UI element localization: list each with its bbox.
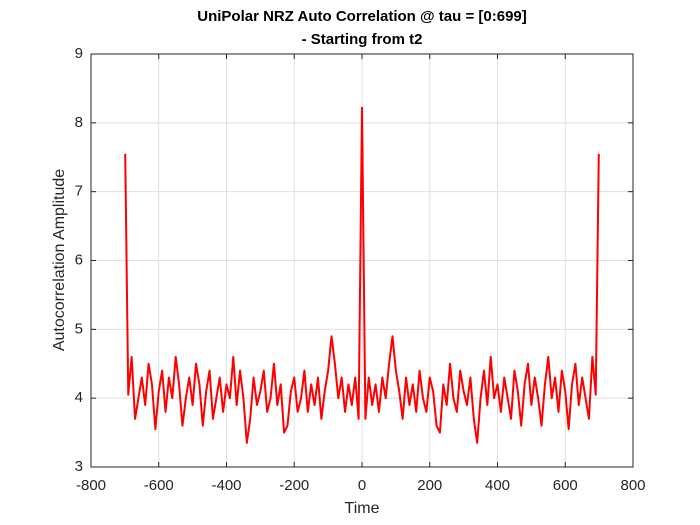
x-axis-label: Time	[345, 500, 380, 517]
chart-title: UniPolar NRZ Auto Correlation @ tau = [0…	[197, 8, 527, 25]
y-tick-label: 7	[75, 183, 83, 200]
data-line	[124, 106, 600, 444]
y-tick-label: 6	[75, 251, 83, 268]
x-tick-label: -600	[144, 477, 174, 494]
y-tick-label: 3	[75, 458, 83, 475]
x-tick-label: 200	[417, 477, 442, 494]
y-axis-label: Autocorrelation Amplitude	[51, 169, 68, 351]
y-tick-label: 5	[75, 320, 83, 337]
x-tick-label: -200	[279, 477, 309, 494]
y-tick-label: 8	[75, 114, 83, 131]
x-tick-label: -400	[211, 477, 241, 494]
x-tick-label: 800	[620, 477, 645, 494]
y-tick-label: 9	[75, 45, 83, 62]
x-tick-label: -800	[76, 477, 106, 494]
chart-subtitle: - Starting from t2	[302, 31, 423, 48]
x-tick-label: 0	[358, 477, 366, 494]
x-tick-label: 400	[485, 477, 510, 494]
x-tick-label: 600	[553, 477, 578, 494]
axes-box	[90, 53, 634, 468]
y-tick-label: 4	[75, 389, 83, 406]
